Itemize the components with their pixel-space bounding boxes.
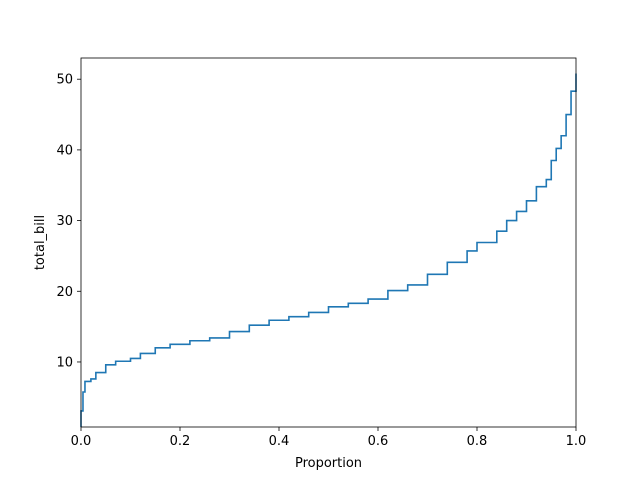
x-axis: 0.0 0.2 0.4 0.6 0.8 1.0 xyxy=(71,427,587,449)
y-axis-label: total_bill xyxy=(33,215,48,270)
plot-frame xyxy=(80,57,577,428)
y-tick-label: 30 xyxy=(56,214,73,229)
x-tick-label: 1.0 xyxy=(566,434,587,449)
y-tick-label: 50 xyxy=(56,73,73,88)
ecdf-line xyxy=(80,73,577,427)
y-tick-label: 10 xyxy=(56,355,73,370)
x-tick-label: 0.4 xyxy=(269,434,290,449)
y-tick-label: 20 xyxy=(56,285,73,300)
x-tick-label: 0.6 xyxy=(368,434,389,449)
ecdf-step-path xyxy=(80,73,577,427)
x-tick-label: 0.2 xyxy=(170,434,191,449)
x-tick-label: 0.0 xyxy=(71,434,92,449)
y-axis: 10 20 30 40 50 xyxy=(56,73,81,370)
x-axis-label: Proportion xyxy=(295,456,362,471)
x-tick-label: 0.8 xyxy=(467,434,488,449)
y-tick-label: 40 xyxy=(56,143,73,158)
